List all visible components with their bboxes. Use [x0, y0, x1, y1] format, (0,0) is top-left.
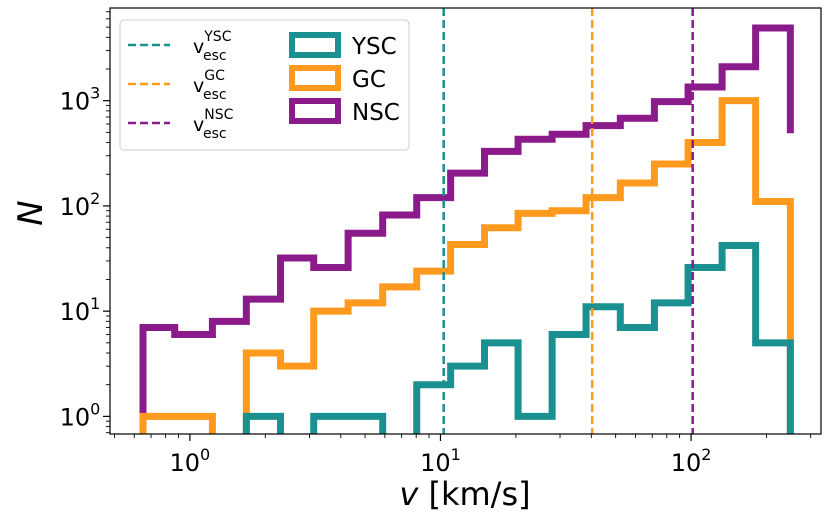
legend-label-nsc: NSC: [352, 100, 400, 126]
histogram-gc: [139, 97, 794, 434]
y-tick-label: 100: [60, 399, 101, 431]
x-tick-label: 102: [671, 445, 712, 477]
legend-swatch-ysc: [289, 32, 341, 58]
legend-vesc-label-nsc: vNSC esc: [193, 107, 234, 142]
legend-vesc-label-gc: vGC esc: [193, 68, 227, 103]
legend-label-gc: GC: [352, 67, 386, 93]
legend-series-entries: YSC GC NSC: [289, 32, 400, 126]
y-tick-label: 103: [60, 84, 101, 116]
y-axis-label: N: [11, 200, 51, 225]
legend-swatch-gc: [289, 65, 341, 91]
x-tick-label: 101: [420, 445, 461, 477]
histogram-nsc: [139, 24, 794, 434]
plot-frame: [109, 7, 822, 435]
legend-swatch-nsc: [289, 98, 341, 124]
y-axis-ticks: 100 101 102 103: [60, 11, 110, 434]
y-tick-label: 102: [60, 189, 101, 221]
plot-area: [139, 8, 794, 434]
y-tick-label: 101: [60, 294, 101, 326]
legend-label-ysc: YSC: [351, 34, 397, 60]
legend-vesc-label-ysc: vYSC esc: [193, 29, 232, 64]
x-axis-ticks: 100 101 102: [113, 434, 812, 477]
x-axis-label: v [km/s]: [399, 475, 530, 513]
plot-marks: [139, 8, 794, 434]
legend-vline-entries: vYSC esc vGC esc vNSC esc: [128, 29, 234, 142]
legend: vYSC esc vGC esc vNSC esc YSC GC NSC: [119, 19, 410, 151]
x-tick-label: 100: [170, 445, 211, 477]
